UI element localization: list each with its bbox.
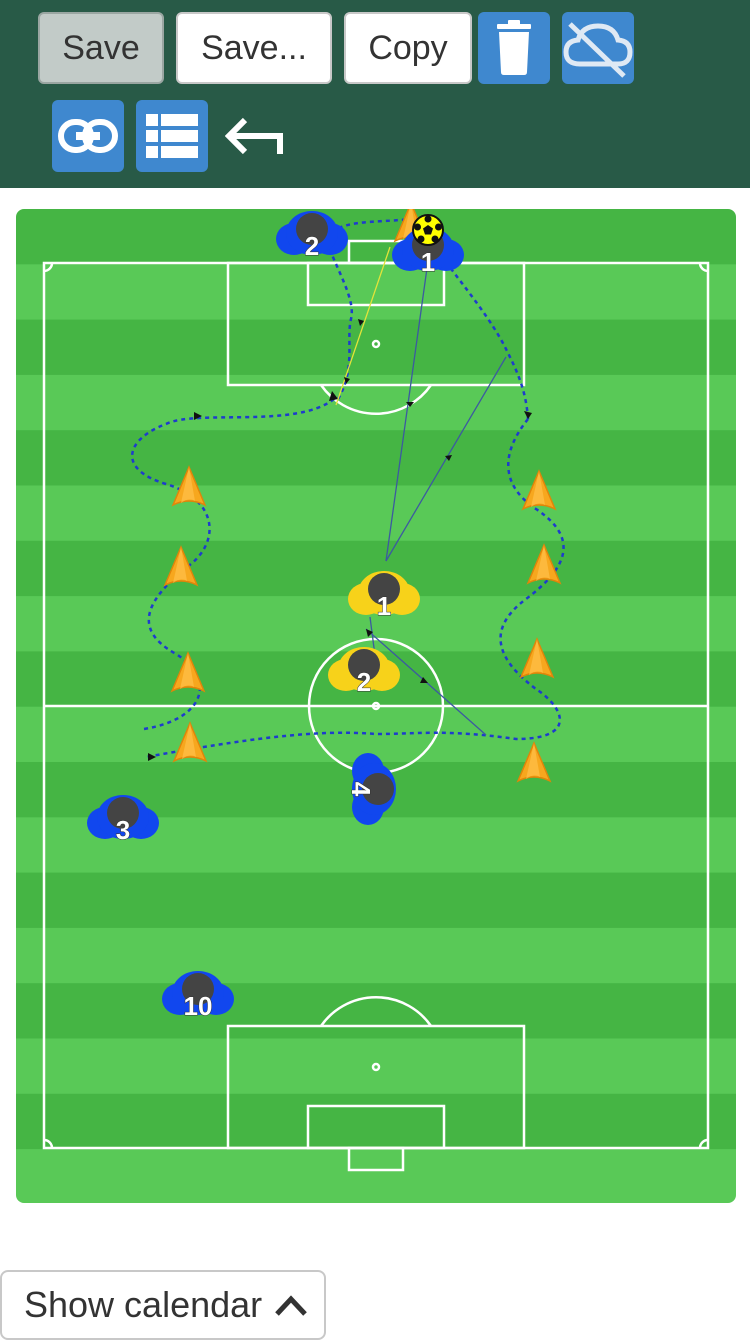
copy-button[interactable]: Copy [344,12,472,84]
list-view-button[interactable] [136,100,208,172]
cone-icon[interactable] [526,543,562,585]
pitch-stripe [16,374,736,431]
pitch-stripe [16,983,736,1040]
run-path-right-wide [145,418,565,759]
cone-icon[interactable] [171,465,207,507]
pitch-stripe [16,706,736,763]
pitch-stripe [16,1038,736,1095]
player-yellow-1[interactable]: 1 [348,571,420,622]
cone-icon[interactable] [521,469,557,511]
pitch-stripe [16,1149,736,1203]
undo-button[interactable] [220,100,292,172]
tactics-board[interactable]: 2 1 1 2 4 3 10 [16,209,736,1203]
players-layer: 2 1 1 2 4 3 10 [87,211,464,1022]
link-icon [58,119,118,153]
share-link-button[interactable] [52,100,124,172]
cone-icon[interactable] [519,637,555,679]
delete-button[interactable] [478,12,550,84]
player-blue-10[interactable]: 10 [162,971,234,1022]
training-cones [163,209,562,783]
player-number: 2 [305,231,319,261]
trash-icon [497,20,531,75]
pitch-stripe [16,430,736,487]
run-paths [131,217,565,759]
cone-icon[interactable] [163,545,199,587]
player-yellow-2[interactable]: 2 [328,647,400,698]
show-calendar-label: Show calendar [24,1284,263,1325]
player-number: 10 [184,991,213,1021]
pitch-stripe [16,927,736,984]
list-icon [146,114,198,158]
save-as-button[interactable]: Save... [176,12,332,84]
cloud-sync-button[interactable] [562,12,634,84]
player-number: 2 [357,667,371,697]
soccer-ball-icon[interactable] [412,214,444,246]
pitch-stripe [16,485,736,542]
save-button[interactable]: Save [38,12,164,84]
player-number: 4 [346,782,376,797]
cone-icon[interactable] [516,741,552,783]
undo-arrow-icon [225,117,283,155]
cone-icon[interactable] [172,721,208,763]
cloud-off-icon [563,22,633,78]
run-path-left [131,398,335,731]
cone-icon[interactable] [170,651,206,693]
player-number: 1 [377,591,391,621]
pitch-stripe [16,209,736,265]
chevron-up-icon [275,1295,307,1316]
player-number: 1 [421,247,435,277]
pitch-stripe [16,872,736,929]
pass-arrowheads [344,319,452,683]
player-blue-2[interactable]: 2 [276,211,348,262]
path-arrowheads [148,391,532,761]
player-number: 3 [116,815,130,845]
pitch-stripe [16,264,736,321]
show-calendar-button[interactable]: Show calendar [0,1270,326,1340]
pitch-canvas: 2 1 1 2 4 3 10 [16,209,736,1203]
pitch-stripe [16,1093,736,1150]
player-blue-3[interactable]: 3 [87,795,159,846]
toolbar: Save Save... Copy [0,0,750,188]
player-blue-4[interactable]: 4 [346,753,396,825]
